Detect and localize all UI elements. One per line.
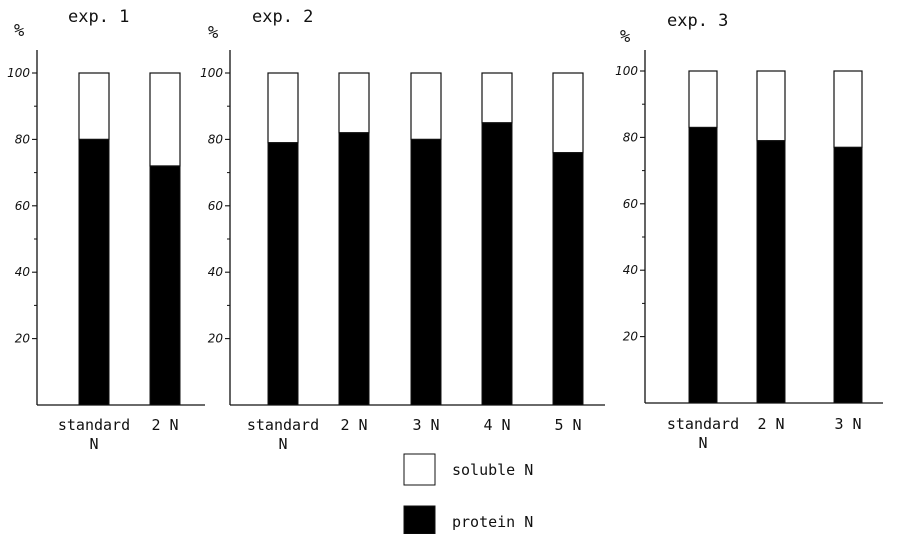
exp3-percent-label: % [620,27,630,47]
exp3-y-tick-label: 80 [623,130,639,144]
exp1-category-label: standard [58,416,130,434]
exp2-bar-soluble-4 [482,73,512,123]
exp1-y-tick-label: 100 [7,66,30,80]
legend-swatch-protein [404,506,435,534]
exp3-category-label: 2 N [757,415,784,433]
exp2-y-tick-label: 100 [200,66,223,80]
exp2-y-tick-label: 80 [208,132,224,146]
exp3-bar-protein-1 [689,127,717,403]
exp1-y-tick-label: 40 [15,265,31,279]
legend-swatch-soluble [404,454,435,485]
exp3-bar-protein-3 [834,147,862,403]
exp3-y-tick-label: 60 [623,197,639,211]
exp2-bar-protein-1 [268,143,298,405]
legend-label-soluble: soluble N [452,461,533,479]
exp2-y-tick-label: 40 [208,265,224,279]
exp3-title: exp. 3 [667,11,728,31]
exp2-bar-protein-5 [553,153,583,405]
exp1-bar-protein-2 [150,166,180,405]
exp3-bar-soluble-3 [834,71,862,147]
exp2-y-tick-label: 60 [208,199,224,213]
exp2-bar-protein-2 [339,133,369,405]
exp2-category-label: 5 N [554,416,581,434]
exp3-category-label: 3 N [834,415,861,433]
exp1-category-label: N [89,435,98,453]
exp1-y-tick-label: 60 [15,199,31,213]
exp1-title: exp. 1 [68,7,129,27]
exp2-category-label: standard [247,416,319,434]
exp1-percent-label: % [14,21,24,41]
exp2-percent-label: % [208,23,218,43]
exp1-bar-soluble-2 [150,73,180,166]
exp3-y-tick-label: 20 [623,330,639,344]
exp1-bar-protein-1 [79,139,109,405]
exp2-bar-soluble-2 [339,73,369,133]
exp2-category-label: 4 N [483,416,510,434]
exp3-category-label: N [698,434,707,452]
exp2-category-label: N [278,435,287,453]
exp2-bar-protein-3 [411,139,441,405]
exp2-category-label: 3 N [412,416,439,434]
exp3-category-label: standard [667,415,739,433]
exp2-bar-soluble-3 [411,73,441,139]
exp2-bar-soluble-1 [268,73,298,143]
exp3-bar-protein-2 [757,141,785,403]
exp1-y-tick-label: 20 [15,332,31,346]
exp2-bar-soluble-5 [553,73,583,153]
exp1-bar-soluble-1 [79,73,109,139]
exp2-bar-protein-4 [482,123,512,405]
exp2-category-label: 2 N [340,416,367,434]
legend-label-protein: protein N [452,513,533,531]
exp3-bar-soluble-2 [757,71,785,141]
exp1-y-tick-label: 80 [15,132,31,146]
exp3-bar-soluble-1 [689,71,717,127]
exp1-category-label: 2 N [151,416,178,434]
exp3-y-tick-label: 40 [623,263,639,277]
exp2-title: exp. 2 [252,7,313,27]
exp3-y-tick-label: 100 [615,64,638,78]
exp2-y-tick-label: 20 [208,332,224,346]
